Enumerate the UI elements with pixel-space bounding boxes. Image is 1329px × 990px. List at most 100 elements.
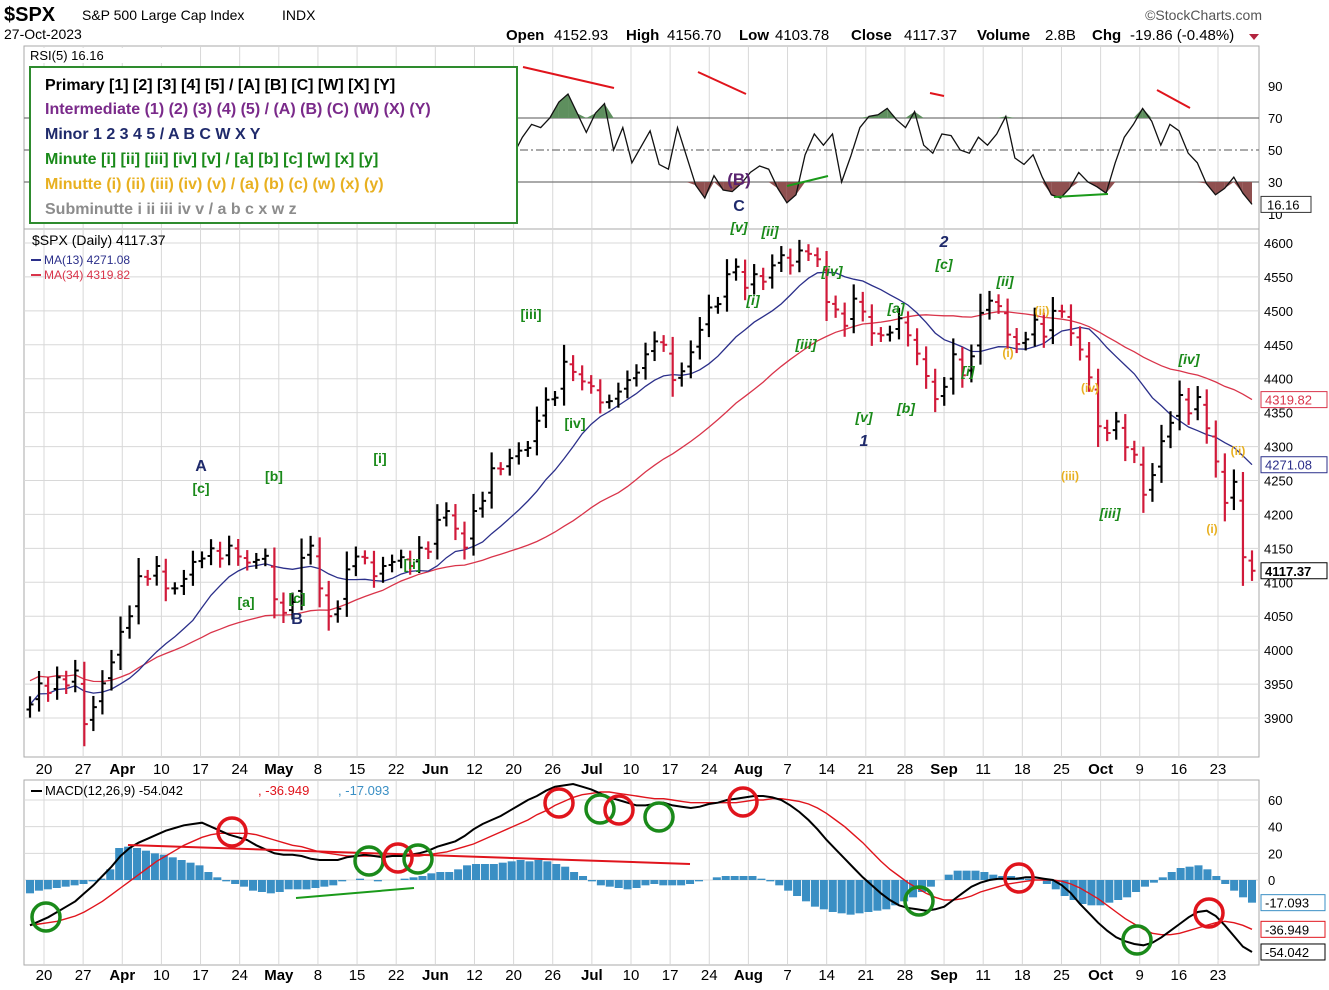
macd-histogram-bar [133, 848, 142, 880]
price-tick-label: 3900 [1264, 711, 1293, 726]
macd-histogram-bar [115, 848, 124, 880]
x-tick-label-bottom: Jul [581, 967, 603, 984]
macd-histogram-bar [52, 880, 61, 888]
x-tick-label: Sep [930, 761, 958, 778]
macd-histogram-bar [177, 860, 186, 880]
wave-label: A [195, 458, 207, 475]
macd-histogram-bar [1185, 866, 1194, 880]
wave-label: [iii] [1099, 505, 1122, 521]
rsi-overbought-fill [859, 116, 869, 118]
x-tick-label: 17 [192, 761, 209, 778]
x-tick-label: 9 [1136, 761, 1144, 778]
macd-histogram-bar [1221, 880, 1230, 884]
price-tick-label: 4500 [1264, 304, 1293, 319]
macd-histogram-bar [257, 880, 266, 892]
macd-histogram-bar [775, 880, 784, 886]
wave-labels: A [c] [b] [a] [c] B [i] [ii] [iii] [iv] (B) C [v] [ii… [192, 170, 1245, 628]
macd-histogram-bar [1140, 880, 1149, 887]
macd-sell-circle [1193, 897, 1225, 929]
rsi-oversold-fill [1197, 182, 1207, 184]
wave-label: [iv] [565, 415, 586, 431]
macd-histogram-bar [784, 880, 793, 891]
price-tick-label: 4150 [1264, 541, 1293, 556]
macd-buy-circle [584, 793, 616, 825]
rsi-title-bg [26, 48, 166, 63]
ma13-last-label: 4271.08 [1265, 458, 1312, 473]
x-tick-label-bottom: May [264, 967, 294, 984]
macd-histogram-bar [516, 860, 525, 880]
rsi-oversold-fill [1215, 182, 1225, 195]
x-tick-label-bottom: 17 [662, 967, 679, 984]
x-tick-label-bottom: 20 [36, 967, 53, 984]
rsi-last-value: 16.16 [1267, 197, 1300, 212]
macd-sell-circle [382, 842, 414, 874]
macd-histogram-bar [855, 880, 864, 914]
x-tick-label-bottom: 28 [897, 967, 914, 984]
macd-last-label: -54.042 [1265, 945, 1309, 960]
rsi-divergence-line [1156, 89, 1191, 109]
macd-histogram-bar [819, 880, 828, 910]
macd-histogram-bar [793, 880, 802, 896]
macd-histogram-bar [659, 880, 668, 886]
macd-histogram-bar [34, 880, 43, 891]
brand-logo: ©StockCharts.com [1145, 7, 1262, 23]
x-tick-label-bottom: 14 [818, 967, 835, 984]
macd-buy-circle [643, 801, 675, 833]
macd-histogram-bar [828, 880, 837, 912]
legend-minor: Minor 1 2 3 4 5 / A B C W X Y [45, 126, 261, 143]
macd-histogram-bar [311, 880, 320, 888]
rsi-divergence-line [697, 71, 747, 95]
macd-histogram-bar [873, 880, 882, 911]
wave-label: (i) [1206, 522, 1217, 536]
open-value: 4152.93 [554, 27, 608, 44]
rsi-oversold-fill [786, 182, 797, 203]
macd-histogram-bar [739, 876, 748, 880]
macd-histogram-bar [579, 876, 588, 880]
legend-minutte: Minutte (i) (ii) (iii) (iv) (v) / (a) (b… [45, 176, 384, 193]
macd-sell-circle [216, 816, 248, 848]
rsi-oversold-fill [713, 182, 724, 190]
macd-tick-label: 60 [1268, 793, 1282, 808]
macd-histogram-bar [971, 870, 980, 880]
macd-histogram-bar [837, 880, 846, 914]
wave-label: C [733, 198, 745, 215]
rsi-overbought-fill [1005, 116, 1015, 118]
rsi-oversold-fill [1060, 182, 1070, 198]
x-tick-label: 10 [623, 761, 640, 778]
x-tick-label-bottom: 15 [349, 967, 366, 984]
ma13-legend: MA(13) 4271.08 [44, 253, 130, 267]
exchange: INDX [282, 7, 316, 23]
macd-sell-circle [543, 787, 575, 819]
macd-title: MACD(12,26,9) -54.042 [45, 783, 183, 798]
x-tick-label-bottom: Sep [930, 967, 958, 984]
macd-histogram-bar [962, 870, 971, 880]
x-tick-label-bottom: 27 [75, 967, 92, 984]
macd-histogram-bar [926, 880, 935, 887]
ma34-line [29, 311, 1253, 683]
wave-label: [iv] [1178, 351, 1201, 367]
x-tick-label-bottom: 10 [623, 967, 640, 984]
macd-histogram-bar [204, 872, 213, 880]
macd-histogram-bar [302, 880, 311, 890]
macd-histogram-bar [864, 880, 873, 912]
chg-value: -19.86 (-0.48%) [1130, 27, 1234, 44]
wave-label: [c] [288, 590, 305, 606]
x-tick-label: 8 [314, 761, 322, 778]
macd-histogram-bar [43, 880, 52, 890]
rsi-oversold-fill [1051, 182, 1061, 198]
wave-label: [c] [934, 256, 953, 272]
x-tick-label: 15 [349, 761, 366, 778]
macd-sell-circle [1003, 862, 1035, 894]
macd-histogram-bar [320, 880, 329, 887]
macd-histogram-bar [70, 880, 79, 886]
wave-legend-box: Primary [1] [2] [3] [4] [5] / [A] [B] [C… [29, 66, 518, 224]
ma34-last-label-box [1260, 391, 1328, 409]
price-tick-label: 4550 [1264, 270, 1293, 285]
macd-histogram-bar [1078, 880, 1087, 904]
x-tick-label: 24 [701, 761, 718, 778]
macd-histogram-bar [284, 880, 293, 890]
x-tick-label: 10 [153, 761, 170, 778]
macd-histogram-bar [373, 880, 382, 882]
macd-histogram-bar [1167, 872, 1176, 880]
macd-histogram-bar [1194, 865, 1203, 880]
